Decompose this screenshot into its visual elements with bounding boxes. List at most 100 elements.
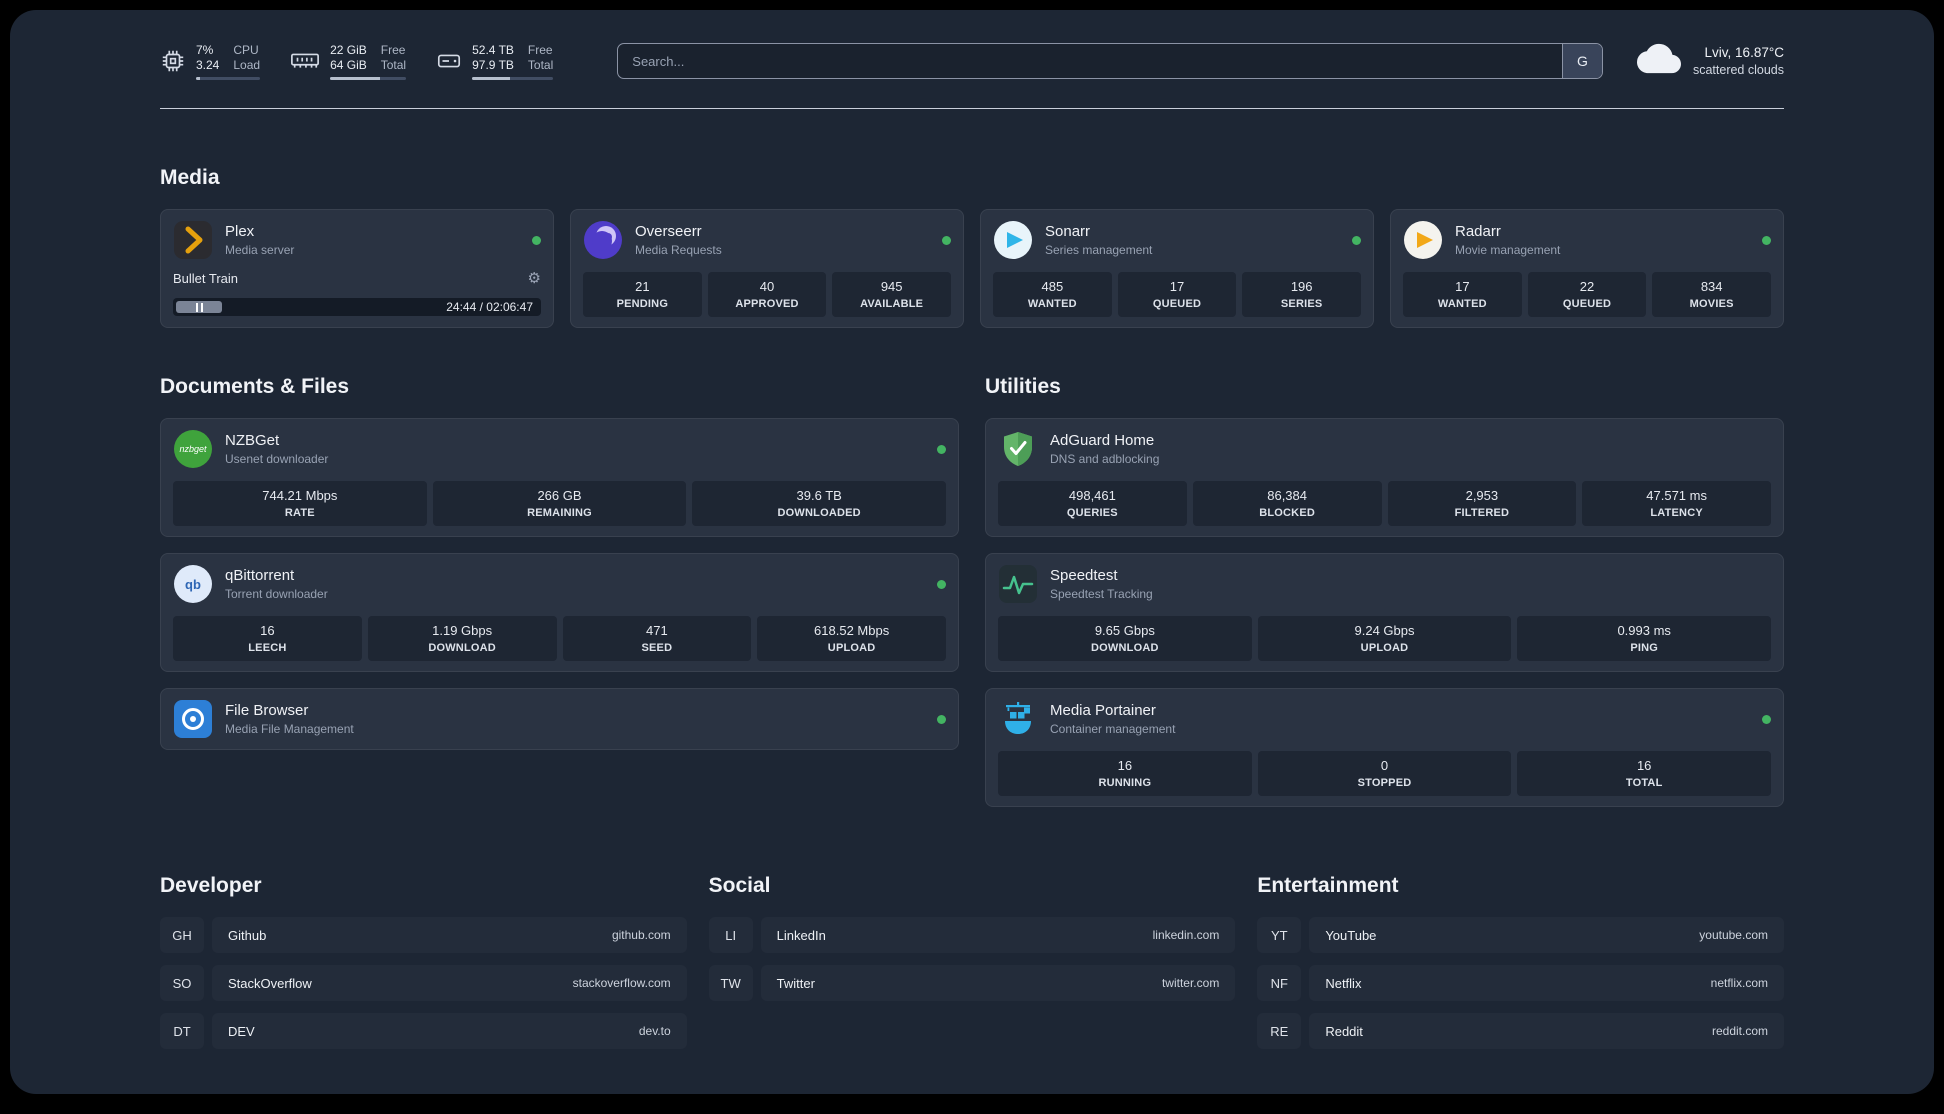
disk-metric: 52.4 TB 97.9 TB Free Total [436, 42, 554, 80]
card-header: qb qBittorrent Torrent downloader [173, 564, 946, 604]
ram-metric-body: 22 GiB 64 GiB Free Total [330, 42, 407, 80]
link-domain: reddit.com [1711, 1024, 1768, 1038]
link-stackoverflow[interactable]: SO StackOverflow stackoverflow.com [160, 965, 687, 1001]
qbittorrent-icon: qb [173, 564, 213, 604]
link-bar[interactable]: LinkedIn linkedin.com [760, 917, 1236, 953]
filebrowser-card[interactable]: File Browser Media File Management [160, 688, 959, 750]
speedtest-card[interactable]: Speedtest Speedtest Tracking 9.65 Gbps DO… [985, 553, 1784, 672]
app-meta: qBittorrent Torrent downloader [225, 566, 328, 602]
playback-time: 24:44 / 02:06:47 [446, 300, 533, 314]
stat-label: QUEUED [1152, 298, 1202, 310]
stat-value: 40 [759, 279, 775, 294]
stat-value: 945 [880, 279, 903, 294]
section-title-developer: Developer [160, 874, 262, 897]
adguard-card[interactable]: AdGuard Home DNS and adblocking 498,461 Q… [985, 418, 1784, 537]
stat-label: RATE [284, 507, 315, 519]
portainer-card[interactable]: Media Portainer Container management 16 R… [985, 688, 1784, 807]
pause-icon[interactable] [195, 302, 203, 312]
section-title-entertainment: Entertainment [1257, 874, 1399, 897]
stat-value: 266 GB [537, 488, 582, 503]
link-name: YouTube [1325, 927, 1377, 943]
weather-widget: Lviv, 16.87°C scattered clouds [1636, 42, 1784, 80]
link-netflix[interactable]: NF Netflix netflix.com [1257, 965, 1784, 1001]
stat-label: TOTAL [1625, 777, 1663, 789]
entertainment-links: Entertainment YT YouTube youtube.com NF … [1257, 807, 1784, 1061]
section-title-documents: Documents & Files [160, 375, 350, 398]
qbittorrent-card[interactable]: qb qBittorrent Torrent downloader 16 LEEC… [160, 553, 959, 672]
link-abbr[interactable]: SO [160, 965, 204, 1001]
nzbget-card[interactable]: nzbget NZBGet Usenet downloader 744.21 M… [160, 418, 959, 537]
search-engine-button[interactable]: G [1561, 44, 1602, 78]
stat-value: 16 [1636, 758, 1652, 773]
stat-label: DOWNLOAD [428, 642, 496, 654]
section-title-media: Media [160, 166, 220, 189]
link-abbr[interactable]: LI [708, 917, 753, 953]
link-abbr[interactable]: GH [160, 917, 204, 953]
link-abbr[interactable]: RE [1257, 1013, 1302, 1049]
link-bar[interactable]: StackOverflow stackoverflow.com [212, 965, 687, 1001]
link-reddit[interactable]: RE Reddit reddit.com [1257, 1013, 1784, 1049]
link-domain: dev.to [638, 1024, 671, 1038]
playback-progress [176, 301, 222, 313]
link-abbr[interactable]: DT [160, 1013, 204, 1049]
stats-row: 21 PENDING 40 APPROVED 945 AVAILABLE [583, 272, 952, 317]
stat-blocked: 86,384 BLOCKED [1192, 481, 1382, 526]
disk-label-2: Total [527, 57, 554, 72]
disk-total: 97.9 TB [472, 57, 514, 72]
app-meta: File Browser Media File Management [225, 701, 354, 737]
ram-icon [290, 48, 320, 74]
disk-free: 52.4 TB [472, 42, 514, 57]
radarr-card[interactable]: Radarr Movie management 17 WANTED 22 QUEUE… [1390, 209, 1784, 328]
app-subtitle: Torrent downloader [225, 587, 328, 601]
gear-icon[interactable]: ⚙ [527, 269, 541, 287]
app-subtitle: Speedtest Tracking [1050, 587, 1153, 601]
link-bar[interactable]: Github github.com [212, 917, 687, 953]
app-name: qBittorrent [225, 567, 295, 584]
link-bar[interactable]: YouTube youtube.com [1309, 917, 1784, 953]
stat-value: 2,953 [1465, 488, 1499, 503]
link-bar[interactable]: Reddit reddit.com [1309, 1013, 1784, 1049]
disk-icon [436, 48, 462, 74]
stat-label: MOVIES [1689, 298, 1734, 310]
overseerr-card[interactable]: Overseerr Media Requests 21 PENDING 40 APP… [570, 209, 964, 328]
stat-value: 196 [1290, 279, 1313, 294]
top-bar: 7% 3.24 CPU Load 22 GiB 64 GiB Free Total [160, 38, 1784, 84]
status-dot [937, 444, 946, 454]
link-name: StackOverflow [228, 975, 312, 991]
app-name: NZBGet [225, 432, 280, 449]
link-bar[interactable]: Netflix netflix.com [1309, 965, 1784, 1001]
link-twitter[interactable]: TW Twitter twitter.com [708, 965, 1236, 1001]
card-header: Speedtest Speedtest Tracking [998, 564, 1771, 604]
now-playing-row: Bullet Train ⚙ [173, 268, 541, 288]
stat-ping: 0.993 ms PING [1517, 616, 1772, 661]
link-dev[interactable]: DT DEV dev.to [160, 1013, 687, 1049]
stat-value: 16 [260, 623, 275, 638]
link-bar[interactable]: DEV dev.to [212, 1013, 687, 1049]
card-header: Media Portainer Container management [998, 699, 1771, 739]
stat-value: 1.19 Gbps [432, 623, 493, 638]
stat-rate: 744.21 Mbps RATE [173, 481, 427, 526]
plex-card[interactable]: Plex Media server Bullet Train ⚙ 24:44 /… [160, 209, 554, 328]
status-dot [532, 235, 541, 245]
link-linkedin[interactable]: LI LinkedIn linkedin.com [708, 917, 1236, 953]
stat-label: PENDING [616, 298, 669, 310]
search-input[interactable] [618, 44, 1562, 78]
link-abbr[interactable]: NF [1257, 965, 1302, 1001]
stat-label: PING [1630, 642, 1659, 654]
ram-free: 22 GiB [330, 42, 367, 57]
link-abbr[interactable]: TW [708, 965, 753, 1001]
status-dot [1352, 235, 1361, 245]
sonarr-card[interactable]: Sonarr Series management 485 WANTED 17 QUE… [980, 209, 1374, 328]
ram-label-1: Free [380, 42, 406, 57]
link-abbr[interactable]: YT [1257, 917, 1302, 953]
app-meta: Overseerr Media Requests [635, 222, 722, 258]
card-header: Sonarr Series management [993, 220, 1361, 260]
overseerr-icon [583, 220, 623, 260]
playback-seek-bar[interactable]: 24:44 / 02:06:47 [173, 298, 541, 316]
link-github[interactable]: GH Github github.com [160, 917, 687, 953]
speedtest-icon [998, 564, 1038, 604]
stat-label: STOPPED [1357, 777, 1412, 789]
card-header: nzbget NZBGet Usenet downloader [173, 429, 946, 469]
link-bar[interactable]: Twitter twitter.com [760, 965, 1236, 1001]
link-youtube[interactable]: YT YouTube youtube.com [1257, 917, 1784, 953]
